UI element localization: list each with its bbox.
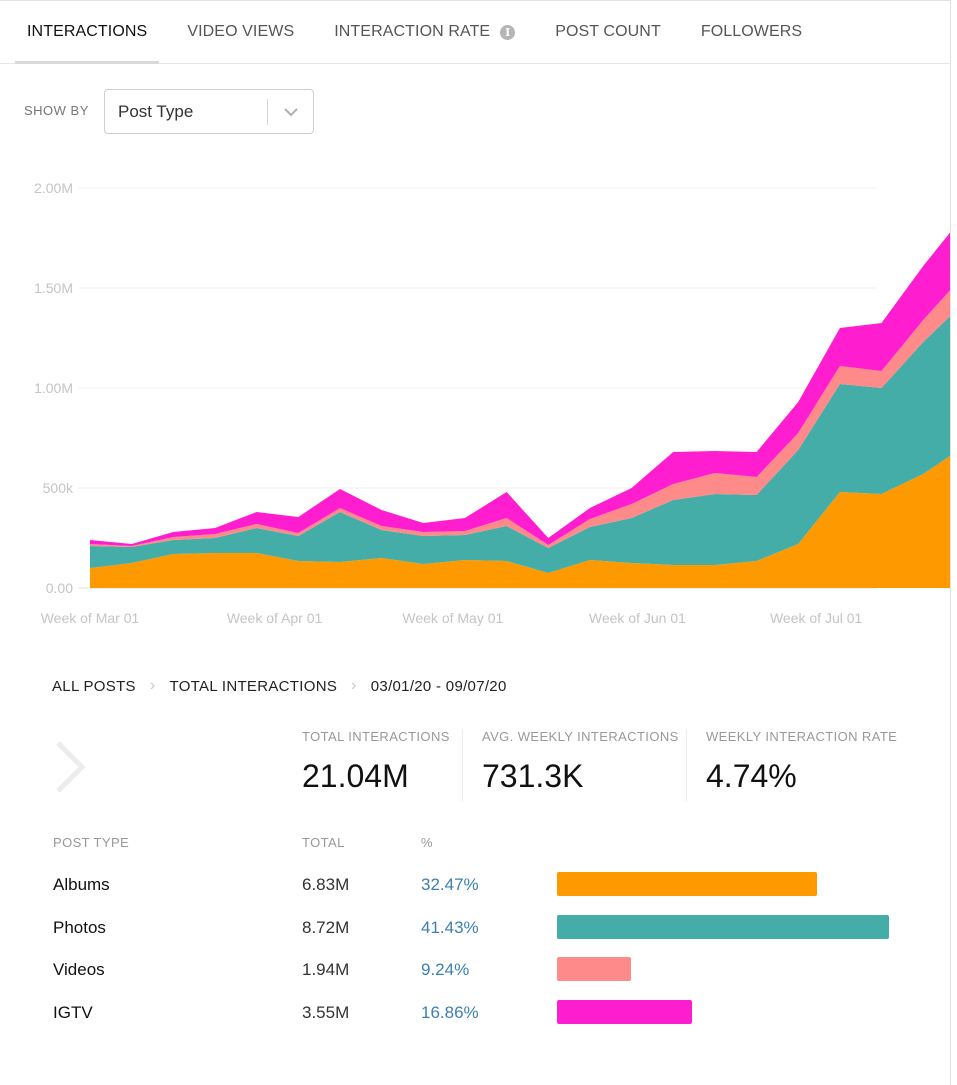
series-area-albums[interactable] [90,446,950,588]
tab-post-count[interactable]: POST COUNT [543,1,673,63]
tab-label: FOLLOWERS [700,23,803,40]
table-row: Photos 8.72M 41.43% [0,915,950,948]
stat-total-interactions: TOTAL INTERACTIONS 21.04M [302,729,450,795]
x-tick-label: Week of Jul 01 [770,610,863,626]
post-type-total: 6.83M [302,875,350,894]
post-type-name: IGTV [53,1003,93,1022]
stat-weekly-rate: WEEKLY INTERACTION RATE 4.74% [706,729,897,795]
stat-label: AVG. WEEKLY INTERACTIONS [482,729,679,744]
share-bar [557,872,818,896]
share-bar [557,915,889,939]
chevron-right-icon[interactable] [52,739,88,800]
stat-avg-weekly: AVG. WEEKLY INTERACTIONS 731.3K [482,729,679,795]
post-type-name: Photos [53,918,106,937]
post-type-percent: 9.24% [421,960,470,979]
tab-interaction-rate[interactable]: INTERACTION RATE i [322,1,527,63]
select-divider [267,98,268,125]
stat-value: 731.3K [482,758,584,794]
series-area-photos[interactable] [90,302,950,573]
series-area-igtv[interactable] [90,214,950,546]
tab-video-views[interactable]: VIDEO VIEWS [175,1,306,63]
chevron-down-icon [268,107,313,117]
column-header-total: TOTAL [302,835,345,850]
y-tick-label: 0.00 [46,580,73,596]
y-tick-label: 500k [43,480,74,496]
tab-interactions[interactable]: INTERACTIONS [15,1,160,64]
show-by-label: SHOW BY [24,103,89,118]
post-type-total: 8.72M [302,918,350,937]
share-bar [557,1000,693,1024]
y-tick-label: 2.00M [34,180,73,196]
share-bar [557,957,632,981]
divider [462,729,463,801]
stat-label: TOTAL INTERACTIONS [302,729,450,744]
x-tick-label: Week of May 01 [402,610,503,626]
column-header-percent: % [421,835,433,850]
tab-label: POST COUNT [555,23,661,40]
x-tick-label: Week of Apr 01 [227,610,323,626]
post-type-name: Albums [53,875,110,894]
post-type-total: 1.94M [302,960,350,979]
breadcrumb: ALL POSTS › TOTAL INTERACTIONS › 03/01/2… [52,677,507,695]
post-type-percent: 16.86% [421,1003,479,1022]
post-type-total: 3.55M [302,1003,350,1022]
breadcrumb-all-posts[interactable]: ALL POSTS [52,677,136,695]
stat-label: WEEKLY INTERACTION RATE [706,729,898,744]
x-tick-label: Week of Jun 01 [589,610,686,626]
tab-followers[interactable]: FOLLOWERS [689,1,814,63]
stat-value: 4.74% [706,758,797,794]
table-row: Videos 1.94M 9.24% [0,957,950,990]
column-header-post-type: POST TYPE [53,835,130,850]
post-type-percent: 32.47% [421,875,479,894]
interactions-area-chart: 0.00 500k 1.00M 1.50M 2.00M Week of Mar 01 Wee… [34,180,950,626]
tab-label: INTERACTIONS [27,23,148,40]
breadcrumb-total-interactions[interactable]: TOTAL INTERACTIONS [169,677,338,695]
series-area-videos[interactable] [90,274,950,548]
table-row: IGTV 3.55M 16.86% [0,1000,950,1033]
x-tick-label: Week of Mar 01 [41,610,140,626]
stat-value: 21.04M [302,758,409,794]
show-by-value: Post Type [118,101,194,121]
divider [686,729,687,801]
table-row: Albums 6.83M 32.47% [0,872,950,905]
y-tick-label: 1.50M [34,280,73,296]
chevron-right-icon: › [149,677,156,694]
post-type-percent: 41.43% [421,918,479,937]
tab-label: VIDEO VIEWS [187,23,295,40]
tab-label: INTERACTION RATE [334,23,491,40]
info-icon[interactable]: i [500,24,516,40]
show-by-select[interactable]: Post Type [104,89,314,134]
y-tick-label: 1.00M [34,380,73,396]
metric-tabs: INTERACTIONS VIDEO VIEWS INTERACTION RAT… [0,1,950,64]
date-range: 03/01/20 - 09/07/20 [370,677,507,695]
chevron-right-icon: › [351,677,357,694]
post-type-name: Videos [53,960,105,979]
